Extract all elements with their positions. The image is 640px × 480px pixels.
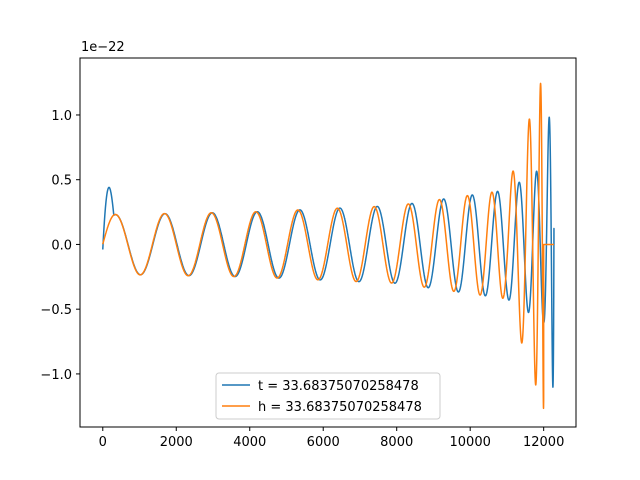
axes: 0 2000 4000 6000 8000 10000 12000 −1.0 −0.5 0.0 0.… [40, 57, 577, 450]
x-tick-label: 6000 [307, 435, 340, 450]
y-tick-label: 0.0 [51, 238, 72, 253]
series-line-h [102, 82, 554, 410]
legend-label-t: t = 33.68375070258478 [258, 379, 419, 394]
x-tick-label: 12000 [523, 435, 564, 450]
y-tick-label: −1.0 [40, 368, 72, 383]
legend-box [215, 372, 441, 420]
plot-area [102, 82, 555, 410]
y-tick-label: 1.0 [51, 109, 72, 124]
y-offset-label: 1e−22 [81, 40, 125, 55]
x-tick-label: 8000 [380, 435, 413, 450]
x-tick-label: 2000 [160, 435, 193, 450]
y-tick-label: 0.5 [51, 174, 72, 189]
legend-label-h: h = 33.68375070258478 [258, 400, 422, 415]
y-tick-label: −0.5 [40, 303, 72, 318]
axes-frame [79, 57, 577, 428]
legend: t = 33.68375070258478 h = 33.68375070258… [215, 372, 441, 420]
x-tick-label: 10000 [450, 435, 491, 450]
x-tick-label: 0 [99, 435, 107, 450]
x-tick-label: 4000 [233, 435, 266, 450]
series-line-t [102, 116, 555, 388]
